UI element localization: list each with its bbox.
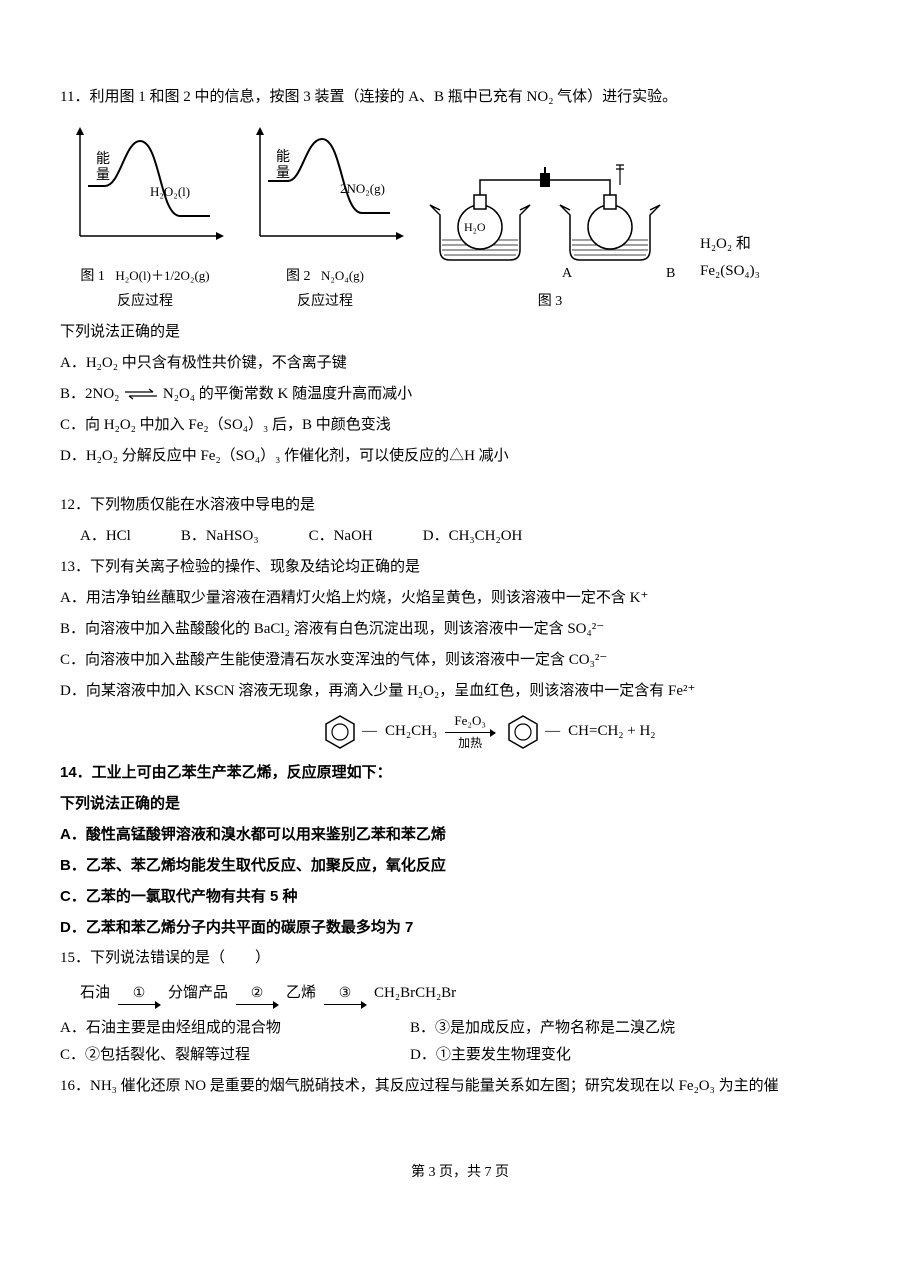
q14-reaction: — CH₂CH₃ Fe₂O₃ 加热 — CH=CH₂ + H₂	[320, 709, 860, 755]
reaction-left: CH₂CH₃	[385, 718, 437, 745]
fig2-caption: 图 2	[286, 269, 311, 284]
q15-flow: 石油 ① 分馏产品 ② 乙烯 ③ CH₂BrCH₂Br	[60, 980, 860, 1007]
benzene-ring-icon	[503, 712, 543, 752]
q11-stem: 11．利用图 1 和图 2 中的信息，按图 3 装置（连接的 A、B 瓶中已充有…	[60, 84, 860, 111]
q15-stem: 15．下列说法错误的是（ ）	[60, 945, 860, 972]
q15-optB: B．③是加成反应，产物名称是二溴乙烷	[410, 1015, 675, 1042]
q11-lead: 下列说法正确的是	[60, 319, 860, 346]
fig3-a-label: A	[562, 266, 573, 281]
page-footer: 第 3 页，共 7 页	[60, 1160, 860, 1185]
q13-stem: 13．下列有关离子检验的操作、现象及结论均正确的是	[60, 554, 860, 581]
flow-node-1: 石油	[80, 980, 110, 1007]
figure-3: H₂O A B 图 3	[420, 155, 680, 314]
q12-stem: 12．下列物质仅能在水溶液中导电的是	[60, 492, 860, 519]
fig2-curve-label: 2NO₂(g)	[340, 181, 385, 196]
q12-options: A．HCl B．NaHSO₃ C．NaOH D．CH₃CH₂OH	[60, 523, 860, 550]
flow-node-2: 分馏产品	[168, 980, 228, 1007]
figure-2: 能 量 2NO₂(g) 图 2 N₂O₄(g) 反应过程	[240, 121, 410, 315]
energy-curve-2: 能 量 2NO₂(g)	[240, 121, 410, 251]
fig2-subcaption: 反应过程	[240, 289, 410, 314]
q13-optA: A．用洁净铂丝蘸取少量溶液在酒精灯火焰上灼烧，火焰呈黄色，则该溶液中一定不含 K…	[60, 585, 860, 612]
figure-1: 能 量 H₂O₂(l) 图 1 H₂O(l)＋1/2O₂(g) 反应过程	[60, 121, 230, 315]
fig1-ylabel: 能	[96, 151, 110, 167]
q12-optB: B．NaHSO₃	[181, 523, 259, 550]
q11-figures: 能 量 H₂O₂(l) 图 1 H₂O(l)＋1/2O₂(g) 反应过程 能 量…	[60, 121, 860, 315]
apparatus-svg: H₂O A B	[420, 155, 680, 285]
q16-stem: 16．NH₃ 催化还原 NO 是重要的烟气脱硝技术，其反应过程与能量关系如左图；…	[60, 1073, 860, 1100]
q12-optA: A．HCl	[80, 523, 131, 550]
svg-text:量: 量	[96, 167, 110, 183]
q14-optC: C．乙苯的一氯取代产物有共有 5 种	[60, 883, 860, 910]
svg-text:能: 能	[276, 149, 290, 165]
flow-arrow-3: ③	[324, 981, 366, 1005]
fig1-caption: 图 1 H₂O(l)＋1/2O₂(g)	[60, 264, 230, 289]
benzene-ring-icon	[320, 712, 360, 752]
q15-options-row2: C．②包括裂化、裂解等过程 D．①主要发生物理变化	[60, 1042, 860, 1069]
fig1-subcaption: 反应过程	[60, 289, 230, 314]
q15-optC: C．②包括裂化、裂解等过程	[60, 1042, 360, 1069]
q15-optD: D．①主要发生物理变化	[410, 1042, 571, 1069]
q13-optC: C．向溶液中加入盐酸产生能使澄清石灰水变浑浊的气体，则该溶液中一定含 CO₃²⁻	[60, 647, 860, 674]
q15-optA: A．石油主要是由烃组成的混合物	[60, 1015, 360, 1042]
q11-optD: D．H₂O₂ 分解反应中 Fe₂（SO₄）₃ 作催化剂，可以使反应的△H 减小	[60, 443, 860, 470]
fig1-curve-label: H₂O₂(l)	[150, 184, 190, 199]
q11-optA: A．H₂O₂ 中只含有极性共价键，不含离子键	[60, 350, 860, 377]
flow-arrow-1: ①	[118, 981, 160, 1005]
q14-lead: 下列说法正确的是	[60, 790, 860, 817]
q11-optC: C．向 H₂O₂ 中加入 Fe₂（SO₄）₃ 后，B 中颜色变浅	[60, 412, 860, 439]
q15-options-row1: A．石油主要是由烃组成的混合物 B．③是加成反应，产物名称是二溴乙烷	[60, 1015, 860, 1042]
reaction-right: CH=CH₂ + H₂	[568, 718, 655, 745]
q12-optC: C．NaOH	[309, 523, 373, 550]
fig3-b-label: B	[666, 266, 675, 281]
q13-optB: B．向溶液中加入盐酸酸化的 BaCl₂ 溶液有白色沉淀出现，则该溶液中一定含 S…	[60, 616, 860, 643]
energy-curve-1: 能 量 H₂O₂(l)	[60, 121, 230, 251]
q14-stem: 14．工业上可由乙苯生产苯乙烯，反应原理如下：	[60, 759, 860, 786]
q13-optD: D．向某溶液中加入 KSCN 溶液无现象，再滴入少量 H₂O₂，呈血红色，则该溶…	[60, 678, 860, 705]
q11-optB: B．2NO₂ N₂O₄ 的平衡常数 K 随温度升高而减小	[60, 381, 860, 408]
reaction-arrow: Fe₂O₃ 加热	[445, 709, 495, 755]
q12-optD: D．CH₃CH₂OH	[423, 523, 523, 550]
equilibrium-arrow-icon	[123, 388, 159, 400]
fig3-caption: 图 3	[420, 289, 680, 314]
q14-optA: A．酸性高锰酸钾溶液和溴水都可以用来鉴别乙苯和苯乙烯	[60, 821, 860, 848]
flow-node-4: CH₂BrCH₂Br	[374, 980, 456, 1007]
q14-optD: D．乙苯和苯乙烯分子内共平面的碳原子数最多均为 7	[60, 914, 860, 941]
flow-arrow-2: ②	[236, 981, 278, 1005]
flow-node-3: 乙烯	[286, 980, 316, 1007]
fig3-left-label: H₂O	[464, 220, 486, 234]
svg-text:量: 量	[276, 165, 290, 181]
q14-optB: B．乙苯、苯乙烯均能发生取代反应、加聚反应，氧化反应	[60, 852, 860, 879]
fig3-right-chem: H₂O₂ 和 Fe₂(SO₄)₃	[700, 231, 760, 315]
